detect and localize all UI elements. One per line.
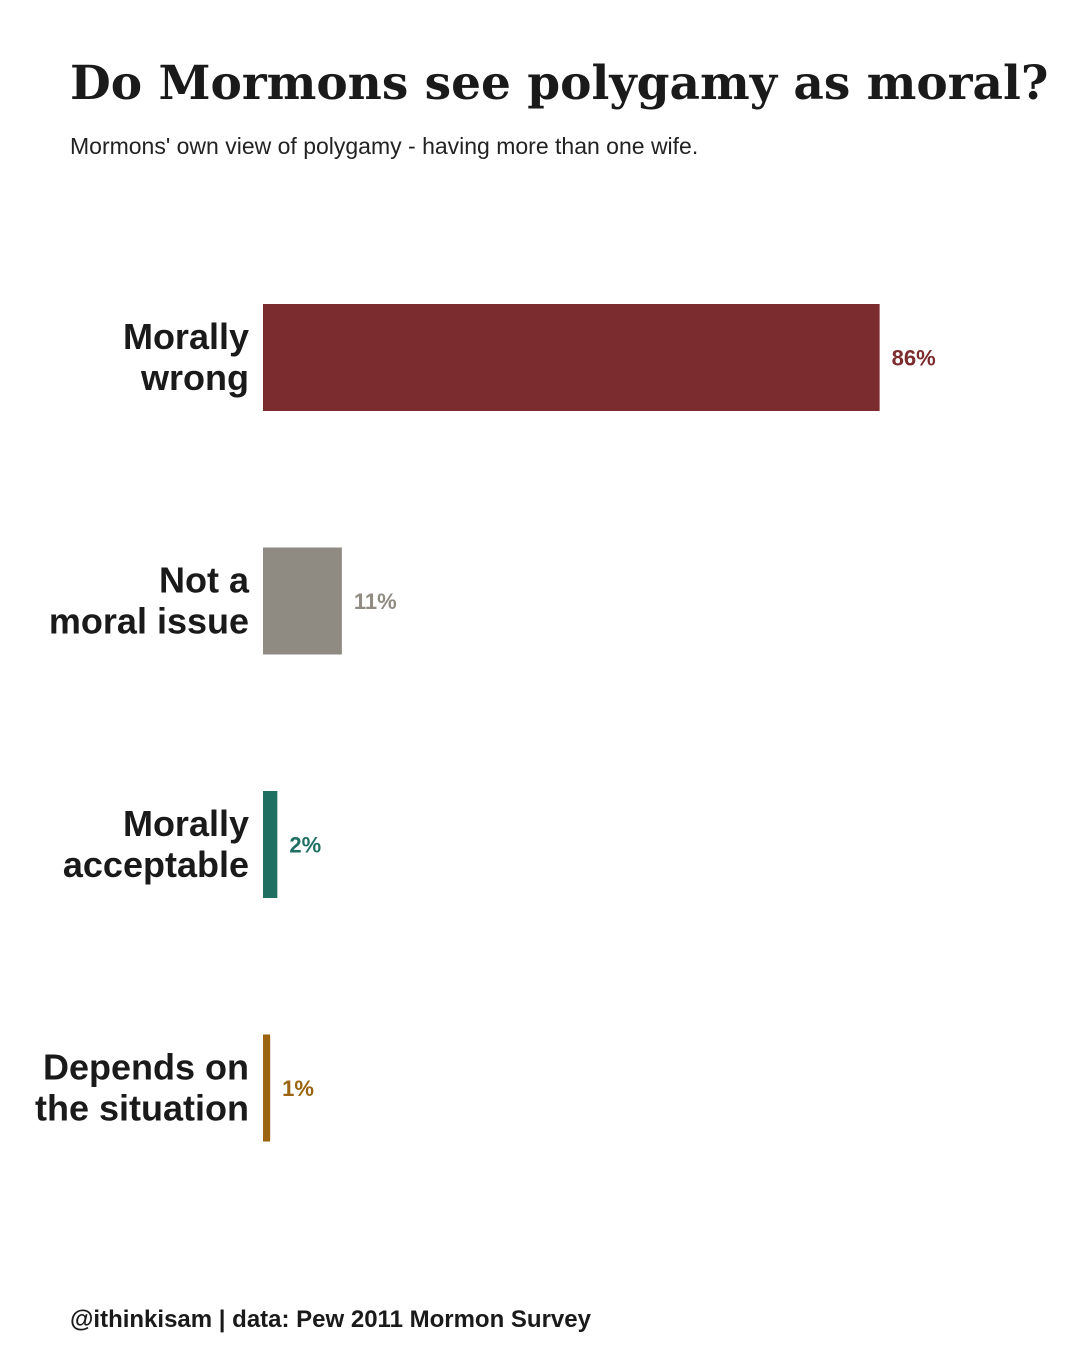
category-label-line: the situation xyxy=(35,1088,249,1129)
category-label: Morally wrong xyxy=(123,316,249,398)
bar-group: 86% Morally wrong xyxy=(123,304,936,411)
value-label: 86% xyxy=(892,346,936,371)
source-caption: @ithinkisam | data: Pew 2011 Mormon Surv… xyxy=(70,1306,591,1333)
category-label: Not a moral issue xyxy=(49,560,250,642)
bar xyxy=(263,1034,271,1142)
category-label: Morally acceptable xyxy=(63,803,249,885)
bar xyxy=(263,304,880,411)
bar-group: 1% Depends on the situation xyxy=(35,1034,314,1142)
category-label-line: Not a xyxy=(159,560,250,601)
category-label-line: wrong xyxy=(140,357,249,398)
bar xyxy=(263,547,342,655)
category-label-line: Depends on xyxy=(43,1047,249,1088)
category-label-line: moral issue xyxy=(49,601,249,642)
chart-title: Do Mormons see polygamy as moral? xyxy=(70,56,1049,111)
bar-group: 11% Not a moral issue xyxy=(49,547,397,655)
category-label-line: Morally xyxy=(123,316,249,357)
bar xyxy=(263,791,278,898)
bar-group: 2% Morally acceptable xyxy=(63,791,321,898)
category-label-line: acceptable xyxy=(63,844,249,885)
value-label: 11% xyxy=(354,589,397,614)
value-label: 2% xyxy=(289,833,321,858)
chart-subtitle: Mormons' own view of polygamy - having m… xyxy=(70,133,699,159)
value-label: 1% xyxy=(282,1076,314,1101)
category-label: Depends on the situation xyxy=(35,1047,249,1129)
category-label-line: Morally xyxy=(123,803,249,844)
